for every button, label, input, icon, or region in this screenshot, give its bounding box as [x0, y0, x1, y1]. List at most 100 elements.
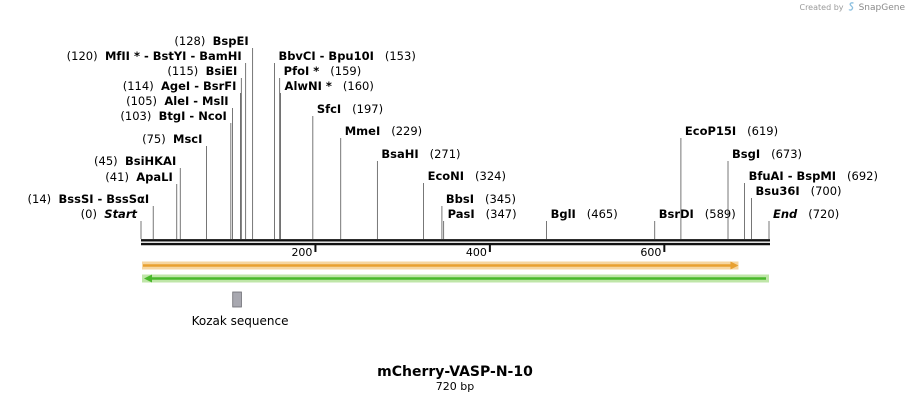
site-bsiei: (115) BsiEI [167, 64, 242, 239]
credit-brand: SnapGene [858, 3, 905, 13]
site-name: MmeI [345, 124, 381, 138]
site-position: 120 [71, 49, 93, 63]
site-label: (114) AgeI - BsrFI [123, 79, 237, 93]
site-label: (45) BsiHKAI [94, 154, 176, 168]
site-position: 115 [172, 64, 194, 78]
site-label: (103) BtgI - NcoI [120, 109, 226, 123]
site-name: Start [104, 207, 137, 221]
site-name: BbsI [446, 192, 474, 206]
site-bgli: BglI (465) [546, 207, 618, 239]
site-start: (0) Start [81, 207, 142, 239]
site-msci: (75) MscI [142, 132, 207, 239]
site-name: BsiHKAI [125, 154, 176, 168]
site-label: Bsu36I (700) [756, 184, 842, 198]
site-name: BfuAI - BspMI [749, 169, 836, 183]
kozak-sequence: Kozak sequence [192, 291, 289, 328]
site-position: 271 [434, 147, 456, 161]
site-alwni: AlwNI * (160) [280, 79, 374, 239]
site-position: 114 [127, 79, 149, 93]
site-position: 700 [815, 184, 837, 198]
site-name: BsgI [732, 147, 760, 161]
site-sfci: SfcI (197) [312, 102, 383, 239]
site-name: BtgI - NcoI [159, 109, 227, 123]
site-label: (75) MscI [142, 132, 202, 146]
site-label: EcoNI (324) [428, 169, 506, 183]
site-label: SfcI (197) [317, 102, 383, 116]
site-name: SfcI [317, 102, 341, 116]
site-position: 324 [480, 169, 502, 183]
site-position: 197 [357, 102, 379, 116]
site-name: BglI [551, 207, 576, 221]
restriction-sites: (0) Start(14) BssSI - BssSαI (41) ApaLI (4… [28, 34, 878, 239]
site-name: AgeI - BsrFI [161, 79, 236, 93]
site-apali: (41) ApaLI [105, 170, 178, 239]
site-label: BsaHI (271) [381, 147, 460, 161]
green-feature-arrow [142, 274, 769, 283]
site-position: 41 [110, 170, 125, 184]
site-alei-msli: (105) AleI - MslI [126, 94, 233, 239]
site-bsihkai: (45) BsiHKAI [94, 154, 181, 239]
site-pfoi: PfoI * (159) [279, 64, 361, 239]
site-position: 159 [335, 64, 357, 78]
site-label: AlwNI * (160) [285, 79, 374, 93]
site-position: 105 [131, 94, 153, 108]
site-name: MfII * - BstYI - BamHI [105, 49, 242, 63]
site-label: PasI (347) [448, 207, 517, 221]
site-position: 345 [489, 192, 511, 206]
site-label: (115) BsiEI [167, 64, 237, 78]
orange-feature-arrow [142, 261, 739, 270]
site-name: ApaLI [136, 170, 173, 184]
site-bsssi-bsssi: (14) BssSI - BssSαI [28, 192, 154, 239]
site-bspei: (128) BspEI [174, 34, 254, 239]
site-mfii-bstyi-bamhi: (120) MfII * - BstYI - BamHI [67, 49, 247, 239]
map-length: 720 bp [436, 380, 474, 393]
site-name: PfoI * [284, 64, 320, 78]
site-name: MscI [173, 132, 202, 146]
site-position: 673 [776, 147, 798, 161]
site-name: BbvCI - Bpu10I [278, 49, 373, 63]
site-label: BsrDI (589) [659, 207, 736, 221]
feature-arrow-head [144, 274, 152, 283]
site-position: 619 [752, 124, 774, 138]
site-ecop15i: EcoP15I (619) [680, 124, 778, 239]
site-label: BbvCI - Bpu10I (153) [278, 49, 415, 63]
site-name: AleI - MslI [164, 94, 228, 108]
snapgene-credit: Created by SnapGene [799, 2, 905, 13]
ruler-tick-label: 600 [640, 246, 661, 259]
site-label: EcoP15I (619) [685, 124, 778, 138]
site-label: (41) ApaLI [105, 170, 172, 184]
site-name: Bsu36I [756, 184, 800, 198]
site-position: 465 [591, 207, 613, 221]
site-name: BsaHI [381, 147, 418, 161]
site-position: 128 [179, 34, 201, 48]
site-position: 720 [813, 207, 835, 221]
site-name: BsiEI [206, 64, 238, 78]
ruler: 200 400 600 [141, 239, 770, 259]
site-btgi-ncoi: (103) BtgI - NcoI [120, 109, 232, 239]
site-name: End [773, 207, 798, 221]
site-label: (14) BssSI - BssSαI [28, 192, 150, 206]
ruler-tick-label: 400 [466, 246, 487, 259]
site-bfuai-bspmi: BfuAI - BspMI (692) [744, 169, 878, 239]
site-position: 160 [347, 79, 369, 93]
site-econi: EcoNI (324) [423, 169, 506, 239]
site-label: BfuAI - BspMI (692) [749, 169, 878, 183]
site-bbvci-bpu10i: BbvCI - Bpu10I (153) [274, 49, 416, 239]
site-position: 103 [125, 109, 147, 123]
site-mmei: MmeI (229) [340, 124, 422, 239]
feature-arrow-head [730, 261, 739, 270]
site-label: BglI (465) [551, 207, 618, 221]
site-position: 45 [99, 154, 114, 168]
site-bsrdi: BsrDI (589) [654, 207, 736, 239]
site-agei-bsrfi: (114) AgeI - BsrFI [123, 79, 241, 239]
site-name: AlwNI * [285, 79, 332, 93]
site-name: BspEI [213, 34, 249, 48]
site-position: 0 [85, 207, 92, 221]
site-position: 14 [32, 192, 47, 206]
site-name: BsrDI [659, 207, 694, 221]
site-label: MmeI (229) [345, 124, 422, 138]
site-label: (128) BspEI [174, 34, 248, 48]
site-name: PasI [448, 207, 475, 221]
site-name: EcoNI [428, 169, 464, 183]
